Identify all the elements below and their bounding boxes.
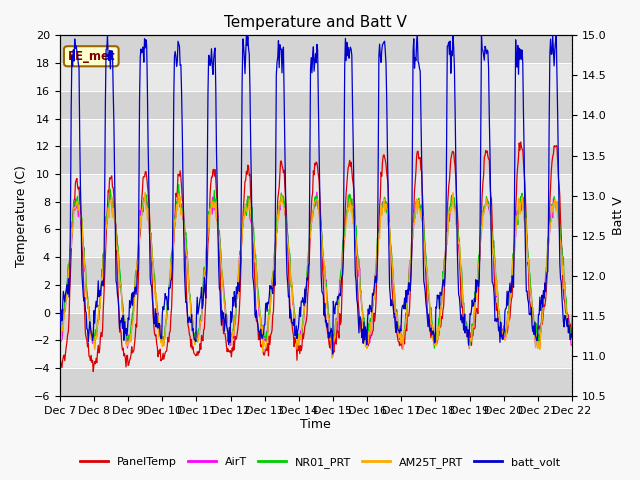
Bar [60,312,572,340]
Bar [60,202,572,229]
Bar [60,36,572,63]
Text: EE_met: EE_met [67,50,115,63]
Bar [60,146,572,174]
Legend: PanelTemp, AirT, NR01_PRT, AM25T_PRT, batt_volt: PanelTemp, AirT, NR01_PRT, AM25T_PRT, ba… [76,452,564,472]
Bar [60,257,572,285]
Title: Temperature and Batt V: Temperature and Batt V [225,15,407,30]
X-axis label: Time: Time [301,419,332,432]
Y-axis label: Temperature (C): Temperature (C) [15,165,28,266]
Y-axis label: Batt V: Batt V [612,196,625,235]
Bar [60,91,572,119]
Bar [60,368,572,396]
